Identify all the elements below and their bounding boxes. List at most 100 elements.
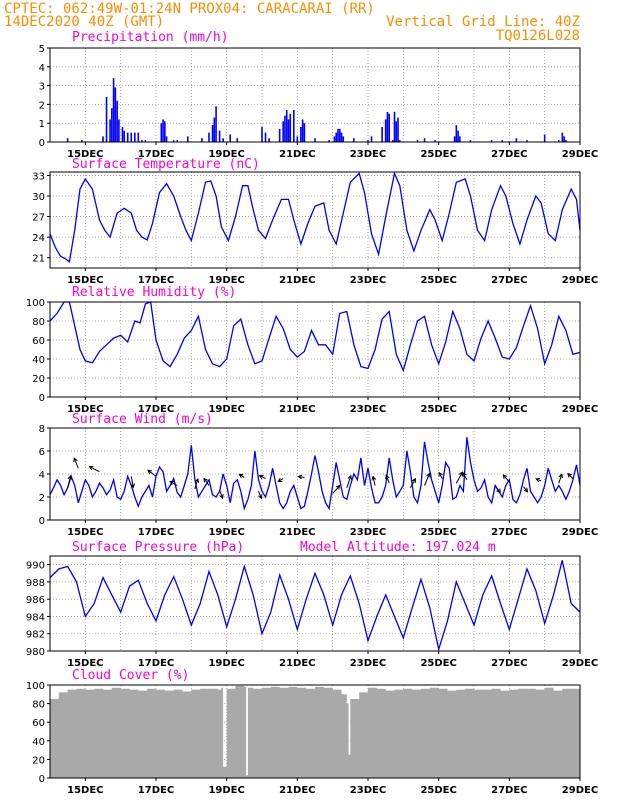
precip-bar xyxy=(328,140,330,142)
precip-bar xyxy=(112,78,115,142)
precip-bar xyxy=(287,119,290,142)
temperature-xtick-label: 23DEC xyxy=(350,275,386,286)
precip-bar xyxy=(367,140,369,142)
pressure-xtick-label: 25DEC xyxy=(420,658,456,669)
wind-arrow xyxy=(372,476,376,486)
wind-arrowhead xyxy=(130,483,135,489)
humidity-xtick-label: 15DEC xyxy=(67,404,103,415)
wind-arrow xyxy=(130,476,134,488)
precip-bar xyxy=(134,132,136,142)
temperature-xtick-label: 25DEC xyxy=(420,275,456,286)
cloud-xtick-label: 29DEC xyxy=(562,785,598,796)
cloud-panel: Cloud Cover (%) 0 20 40 60 80 100 15DEC 17DEC 19D… xyxy=(26,668,598,796)
precip-bar xyxy=(335,132,337,142)
cloud-xtick-label: 21DEC xyxy=(279,785,315,796)
wind-arrowhead xyxy=(523,487,529,493)
wind-arrow xyxy=(438,472,443,479)
cloud-frame xyxy=(49,684,581,779)
temperature-xtick-label: 21DEC xyxy=(279,275,315,286)
wind-arrow xyxy=(409,478,416,489)
precip-bar xyxy=(526,140,528,142)
precip-bar xyxy=(303,123,306,142)
wind-ytick-label: 8 xyxy=(39,424,45,435)
wind-arrow xyxy=(332,485,341,494)
wind-xtick-label: 27DEC xyxy=(491,527,527,538)
wind-arrowhead xyxy=(277,477,283,483)
cloud-xtick-label: 25DEC xyxy=(420,785,456,796)
precip-ytick-label: 4 xyxy=(39,63,45,74)
cloud-ytick-label: 100 xyxy=(26,681,45,692)
pressure-xtick-label: 15DEC xyxy=(67,658,103,669)
precip-bar xyxy=(211,125,214,142)
precip-bar xyxy=(285,110,288,142)
header-line1: CPTEC: 062:49W-01:24N PROX04: CARACARAI … xyxy=(4,1,375,17)
precip-bar xyxy=(222,138,224,142)
humidity-ytick-label: 0 xyxy=(39,393,45,404)
wind-arrow xyxy=(194,478,199,490)
wind-arrowhead xyxy=(147,469,153,475)
wind-arrowhead xyxy=(258,474,264,480)
pressure-xtick-label: 27DEC xyxy=(491,658,527,669)
precip-bar xyxy=(300,126,302,142)
precip-bar xyxy=(284,115,286,142)
precip-bar xyxy=(353,138,355,142)
wind-ytick-label: 6 xyxy=(39,447,45,458)
wind-arrow xyxy=(67,475,72,488)
wind-arrowhead xyxy=(219,494,224,500)
wind-xtick-label: 29DEC xyxy=(562,527,598,538)
humidity-ytick-label: 80 xyxy=(32,317,45,328)
precip-bar xyxy=(314,138,316,142)
precip-frame xyxy=(49,47,581,143)
wind-arrowhead xyxy=(258,494,263,500)
precip-bar xyxy=(293,110,295,142)
wind-arrowhead xyxy=(335,484,341,490)
wind-arrowhead xyxy=(385,474,390,480)
precip-xtick-label: 29DEC xyxy=(562,149,598,160)
precip-bar xyxy=(469,140,472,142)
wind-arrowhead xyxy=(238,473,244,479)
wind-arrow xyxy=(219,489,224,499)
wind-arrowhead xyxy=(567,472,572,478)
precip-bar xyxy=(459,136,461,142)
temperature-xtick-label: 29DEC xyxy=(562,275,598,286)
humidity-ytick-label: 20 xyxy=(32,374,45,385)
pressure-title: Surface Pressure (hPa) xyxy=(72,540,244,555)
wind-xtick-label: 21DEC xyxy=(279,527,315,538)
precip-bar xyxy=(229,134,231,142)
temperature-xtick-label: 27DEC xyxy=(491,275,527,286)
wind-arrow xyxy=(424,473,430,486)
precip-bar xyxy=(123,130,125,142)
pressure-panel: Surface Pressure (hPa) Model Altitude: 19… xyxy=(26,540,598,669)
wind-arrowhead xyxy=(371,475,377,481)
wind-xtick-label: 25DEC xyxy=(420,527,456,538)
precip-bar xyxy=(558,140,560,142)
wind-arrow xyxy=(567,473,574,479)
temperature-line xyxy=(49,171,581,263)
panels-group: Precipitation (mm/h) 0 1 2 3 4 5 15DEC 17DEC 19DE… xyxy=(26,30,598,796)
precip-bar xyxy=(165,136,168,142)
cloud-cover-area xyxy=(50,685,580,778)
pressure-annotation: Model Altitude: 197.024 m xyxy=(300,540,496,555)
pressure-xtick-label: 23DEC xyxy=(350,658,386,669)
precip-bar xyxy=(121,126,124,142)
humidity-ytick-label: 100 xyxy=(26,298,45,309)
wind-line xyxy=(49,437,581,511)
precip-xtick-label: 15DEC xyxy=(67,149,103,160)
precip-bar xyxy=(381,126,383,142)
cloud-xtick-label: 23DEC xyxy=(350,785,386,796)
pressure-xtick-label: 21DEC xyxy=(279,658,315,669)
wind-arrow xyxy=(523,486,528,492)
precip-bar xyxy=(455,125,458,142)
precip-xtick-label: 23DEC xyxy=(350,149,386,160)
humidity-xtick-label: 21DEC xyxy=(279,404,315,415)
pressure-ytick-label: 990 xyxy=(26,561,45,572)
precip-bar xyxy=(105,96,108,142)
precip-bar xyxy=(118,119,120,142)
precip-bar xyxy=(66,138,69,142)
wind-arrow xyxy=(346,475,352,488)
wind-arrow xyxy=(258,491,262,499)
wind-frame xyxy=(49,427,581,521)
wind-arrowhead xyxy=(535,477,541,483)
precip-bar xyxy=(340,132,343,142)
